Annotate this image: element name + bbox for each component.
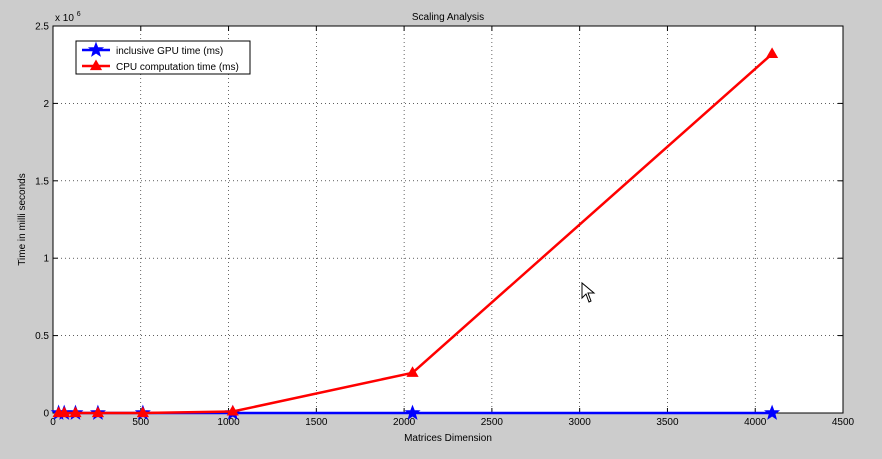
legend-label-gpu: inclusive GPU time (ms) [116,46,223,57]
data-point-series-1 [765,47,779,58]
legend-box [75,40,251,75]
x-tick-label: 2000 [393,417,416,428]
x-tick-label: 4500 [832,417,855,428]
y-tick-label: 1.5 [35,176,49,187]
data-point-series-1 [226,404,239,416]
grid [53,26,843,413]
legend-marker-star [87,41,105,57]
data-point-series-1 [91,406,105,418]
legend-marker-triangle [89,59,103,71]
x-tick-label: 2500 [481,417,504,428]
x-tick-label: 3500 [656,417,679,428]
y-tick-label: 0 [43,409,49,420]
y-axis-exponent: x 10 6 [55,11,81,24]
cursor-arrow-icon [581,281,596,303]
x-tick-label: 3000 [569,417,592,428]
data-point-series-1 [69,406,82,418]
legend-label-cpu: CPU computation time (ms) [116,62,239,73]
data-point-series-0 [404,404,421,420]
y-axis-exponent-base: x 10 [55,13,74,24]
y-tick-label: 1 [43,254,49,265]
plot-area [53,26,843,413]
data-point-series-1 [136,406,149,418]
ticks: 0 500 1000 1500 2000 2500 3000 3500 4000 4500 0 0.5… [35,22,854,429]
legend-marker-cpu [89,59,103,71]
chart-title: Scaling Analysis [412,12,484,23]
y-tick-label: 2 [43,99,49,110]
x-tick-label: 500 [132,417,149,428]
y-axis-label: Time in milli seconds [17,173,28,265]
x-tick-label: 1000 [217,417,240,428]
x-tick-label: 0 [50,417,56,428]
y-tick-label: 2.5 [35,22,49,33]
x-tick-label: 4000 [744,417,767,428]
data-point-series-1 [58,406,71,418]
data-point-series-1 [406,366,419,377]
y-axis-exponent-power: 6 [77,11,81,18]
x-tick-label: 1500 [305,417,328,428]
mouse-cursor [581,281,596,303]
y-tick-label: 0.5 [35,331,49,342]
x-axis-label: Matrices Dimension [404,433,492,444]
legend: inclusive GPU time (ms) CPU computation … [75,40,251,75]
series-layer [50,47,781,420]
legend-marker-gpu [87,41,105,57]
data-point-series-0 [764,404,781,420]
